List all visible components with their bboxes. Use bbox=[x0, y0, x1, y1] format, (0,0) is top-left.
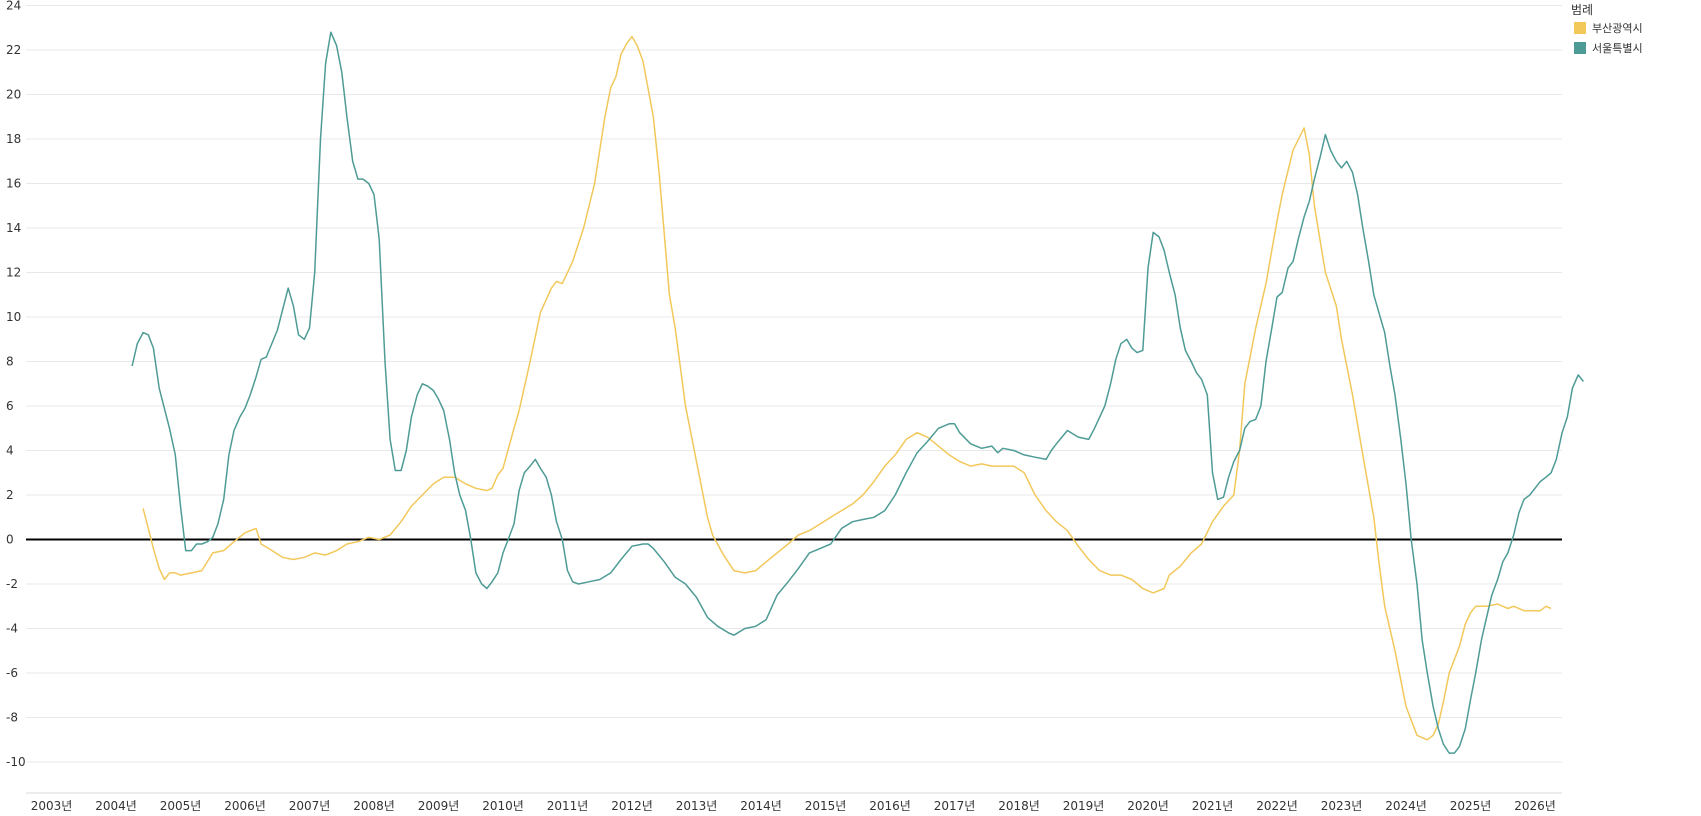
series-lines bbox=[131, 31, 1584, 754]
x-tick-label: 2019년 bbox=[1063, 799, 1105, 813]
x-tick-label: 2017년 bbox=[934, 799, 976, 813]
y-tick-label: 10 bbox=[6, 310, 21, 324]
y-tick-label: -4 bbox=[6, 622, 18, 636]
x-tick-label: 2026년 bbox=[1514, 799, 1556, 813]
y-tick-label: 14 bbox=[6, 221, 21, 235]
x-tick-label: 2006년 bbox=[224, 799, 266, 813]
x-tick-label: 2009년 bbox=[418, 799, 460, 813]
x-tick-label: 2011년 bbox=[547, 799, 589, 813]
y-tick-label: 0 bbox=[6, 533, 14, 547]
y-tick-label: 24 bbox=[6, 0, 21, 13]
x-tick-label: 2012년 bbox=[611, 799, 653, 813]
x-tick-label: 2021년 bbox=[1192, 799, 1234, 813]
x-tick-label: 2015년 bbox=[805, 799, 847, 813]
x-tick-label: 2020년 bbox=[1127, 799, 1169, 813]
y-tick-label: 12 bbox=[6, 266, 21, 280]
legend-label: 서울특별시 bbox=[1592, 42, 1643, 55]
y-tick-label: 6 bbox=[6, 399, 14, 413]
legend-swatch bbox=[1574, 22, 1586, 34]
legend-swatch bbox=[1574, 42, 1586, 54]
x-tick-label: 2013년 bbox=[676, 799, 718, 813]
y-tick-label: 8 bbox=[6, 355, 14, 369]
x-tick-label: 2004년 bbox=[95, 799, 137, 813]
legend-title: 범례 bbox=[1571, 3, 1593, 17]
x-tick-label: 2025년 bbox=[1450, 799, 1492, 813]
y-tick-label: 18 bbox=[6, 132, 21, 146]
y-tick-label: 4 bbox=[6, 444, 14, 458]
y-tick-label: 20 bbox=[6, 88, 21, 102]
x-tick-label: 2022년 bbox=[1256, 799, 1298, 813]
x-tick-label: 2023년 bbox=[1321, 799, 1363, 813]
series-line-0 bbox=[142, 35, 1552, 741]
y-tick-label: -8 bbox=[6, 711, 18, 725]
x-tick-label: 2003년 bbox=[31, 799, 73, 813]
y-tick-label: 16 bbox=[6, 177, 21, 191]
grid-lines bbox=[26, 5, 1562, 794]
y-tick-label: -2 bbox=[6, 577, 18, 591]
x-tick-label: 2010년 bbox=[482, 799, 524, 813]
y-tick-label: -6 bbox=[6, 666, 18, 680]
x-tick-label: 2018년 bbox=[998, 799, 1040, 813]
x-tick-label: 2007년 bbox=[289, 799, 331, 813]
y-tick-label: 22 bbox=[6, 43, 21, 57]
x-tick-label: 2016년 bbox=[869, 799, 911, 813]
y-tick-label: 2 bbox=[6, 488, 14, 502]
x-tick-label: 2008년 bbox=[353, 799, 395, 813]
series-line-1 bbox=[131, 31, 1584, 754]
legend-label: 부산광역시 bbox=[1592, 22, 1643, 35]
x-tick-label: 2014년 bbox=[740, 799, 782, 813]
x-tick-label: 2005년 bbox=[160, 799, 202, 813]
y-tick-label: -10 bbox=[6, 755, 26, 769]
x-axis-tick-labels: 2003년 2004년 2005년 2006년 2007년 2008년 2009년 2010년… bbox=[31, 799, 1556, 813]
x-tick-label: 2024년 bbox=[1385, 799, 1427, 813]
